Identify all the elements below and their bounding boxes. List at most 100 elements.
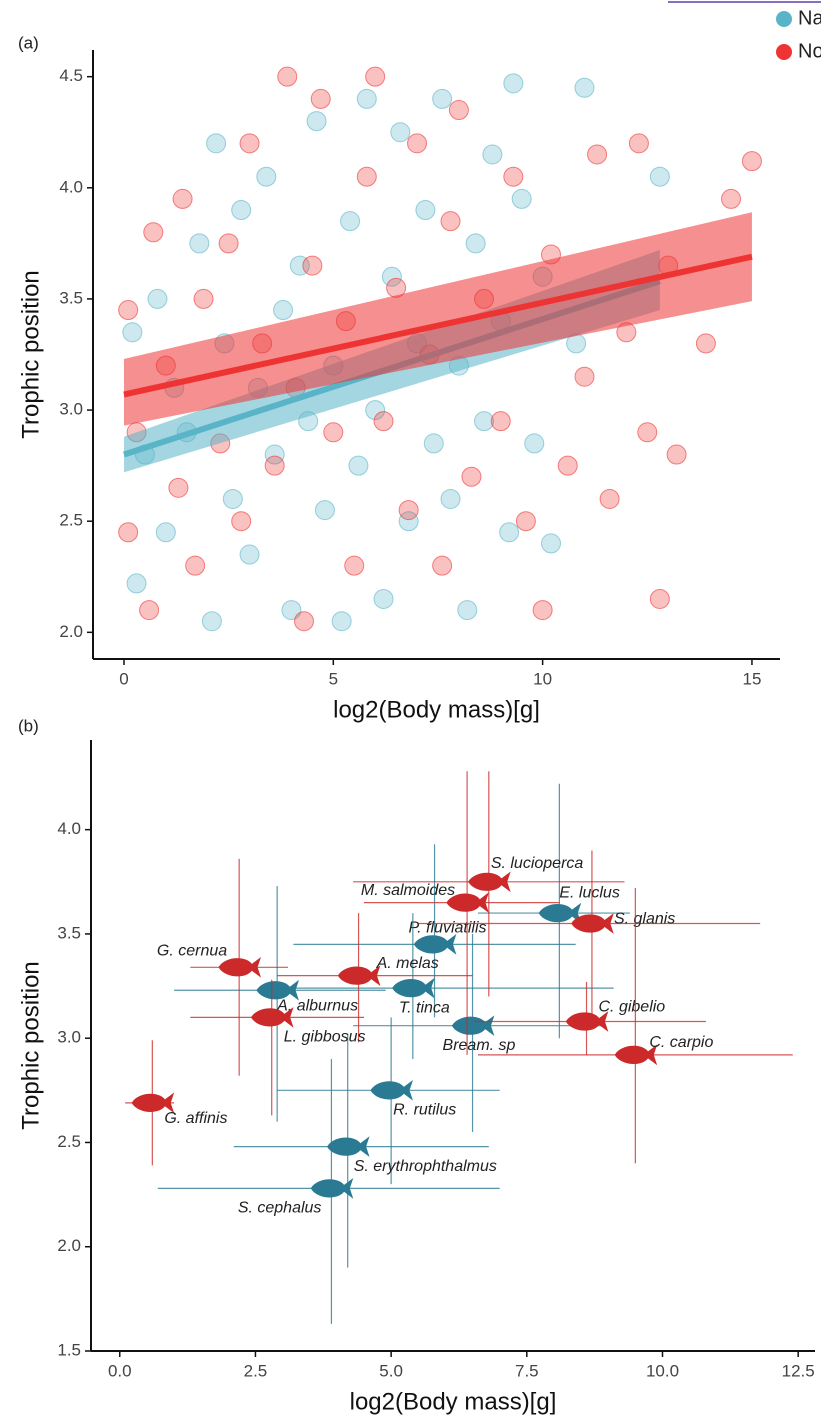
scatter-point: [448, 100, 469, 121]
legend-label: Na: [798, 7, 821, 29]
fish-marker: [571, 913, 614, 934]
scatter-point: [721, 188, 742, 209]
scatter-point: [365, 400, 386, 421]
x-tick-label: 10: [533, 669, 552, 688]
legend-marker: [776, 11, 792, 27]
species-label: E. luclus: [559, 884, 619, 901]
y-tick-label: 2.0: [59, 622, 83, 641]
scatter-point: [264, 455, 285, 476]
x-tick-label: 5: [329, 669, 338, 688]
scatter-point: [201, 611, 222, 632]
x-tick-label: 2.5: [244, 1361, 268, 1380]
scatter-point: [503, 73, 524, 94]
scatter-point: [390, 122, 411, 143]
scatter-point: [574, 366, 595, 387]
y-tick-label: 2.5: [59, 511, 83, 530]
scatter-point: [222, 488, 243, 509]
scatter-point: [356, 166, 377, 187]
legend-label: No: [798, 40, 821, 62]
fish-marker: [327, 1136, 370, 1157]
scatter-point: [118, 300, 139, 321]
scatter-point: [574, 77, 595, 98]
scatter-point: [415, 200, 436, 221]
fish-marker: [538, 902, 582, 924]
x-tick-label: 5.0: [379, 1361, 403, 1380]
scatter-point: [147, 288, 168, 309]
x-axis-title: log2(Body mass)[g]: [350, 1388, 557, 1415]
species-label: P. fluviatilis: [409, 920, 487, 937]
x-tick-label: 10.0: [646, 1361, 679, 1380]
scatter-point: [314, 500, 335, 521]
fish-marker: [468, 871, 511, 893]
x-tick-label: 12.5: [782, 1361, 815, 1380]
species-label: G. affinis: [164, 1110, 227, 1127]
y-axis-title: Trophic position: [17, 961, 44, 1130]
species-label: T. tinca: [399, 999, 450, 1016]
scatter-point: [168, 477, 189, 498]
scatter-point: [189, 233, 210, 254]
scatter-point: [398, 511, 419, 532]
scatter-point: [323, 422, 344, 443]
scatter-point: [218, 233, 239, 254]
x-tick-label: 0.0: [108, 1361, 132, 1380]
scatter-point: [231, 511, 252, 532]
scatter-point: [143, 222, 164, 243]
species-label: M. salmoides: [361, 882, 455, 899]
y-axis-title: Trophic position: [17, 270, 44, 439]
scatter-point: [239, 133, 260, 154]
fish-marker: [370, 1079, 413, 1101]
scatter-point: [231, 200, 252, 221]
y-tick-label: 4.0: [57, 819, 81, 838]
scatter-point: [340, 211, 361, 232]
scatter-point: [273, 300, 294, 321]
scatter-point: [532, 600, 553, 621]
fish-marker: [446, 892, 489, 914]
scatter-point: [482, 144, 503, 165]
scatter-point: [344, 555, 365, 576]
fish-marker: [218, 956, 262, 978]
y-tick-label: 4.0: [59, 177, 83, 196]
scatter-point: [407, 133, 428, 154]
scatter-point: [293, 611, 314, 632]
y-tick-label: 3.5: [57, 923, 81, 942]
fish-marker: [337, 965, 381, 986]
scatter-point: [310, 88, 331, 109]
fit-line: [123, 253, 753, 398]
scatter-point: [511, 188, 532, 209]
species-label: S. erythrophthalmus: [354, 1158, 497, 1175]
scatter-point: [666, 444, 687, 465]
species-label: C. gibelio: [599, 999, 666, 1016]
scatter-point: [741, 151, 762, 172]
fish-marker: [565, 1011, 609, 1032]
scatter-point: [503, 166, 524, 187]
species-label: S. lucioperca: [491, 855, 584, 872]
scatter-point: [432, 555, 453, 576]
scatter-point: [172, 188, 193, 209]
species-label: S. glanis: [614, 911, 675, 928]
y-tick-label: 1.5: [57, 1340, 81, 1359]
fish-marker: [614, 1044, 658, 1066]
scatter-point: [373, 411, 394, 432]
scatter-point: [306, 111, 327, 132]
scatter-point: [239, 544, 260, 565]
scatter-point: [599, 488, 620, 509]
scatter-point: [557, 455, 578, 476]
scatter-point: [185, 555, 206, 576]
scatter-point: [628, 133, 649, 154]
species-label: C. carpio: [649, 1034, 713, 1051]
scatter-point: [264, 444, 285, 465]
y-tick-label: 4.5: [59, 66, 83, 85]
scatter-point: [193, 288, 214, 309]
scatter-point: [649, 588, 670, 609]
species-label: R. rutilus: [393, 1102, 456, 1119]
y-tick-label: 3.0: [57, 1028, 81, 1047]
scatter-point: [373, 588, 394, 609]
fish-marker: [251, 1006, 294, 1028]
species-label: S. cephalus: [238, 1200, 322, 1217]
scatter-point: [206, 133, 227, 154]
fish-marker: [131, 1092, 175, 1114]
scatter-point: [256, 166, 277, 187]
y-tick-label: 3.5: [59, 288, 83, 307]
scatter-point: [440, 211, 461, 232]
fish-marker: [256, 979, 300, 1001]
